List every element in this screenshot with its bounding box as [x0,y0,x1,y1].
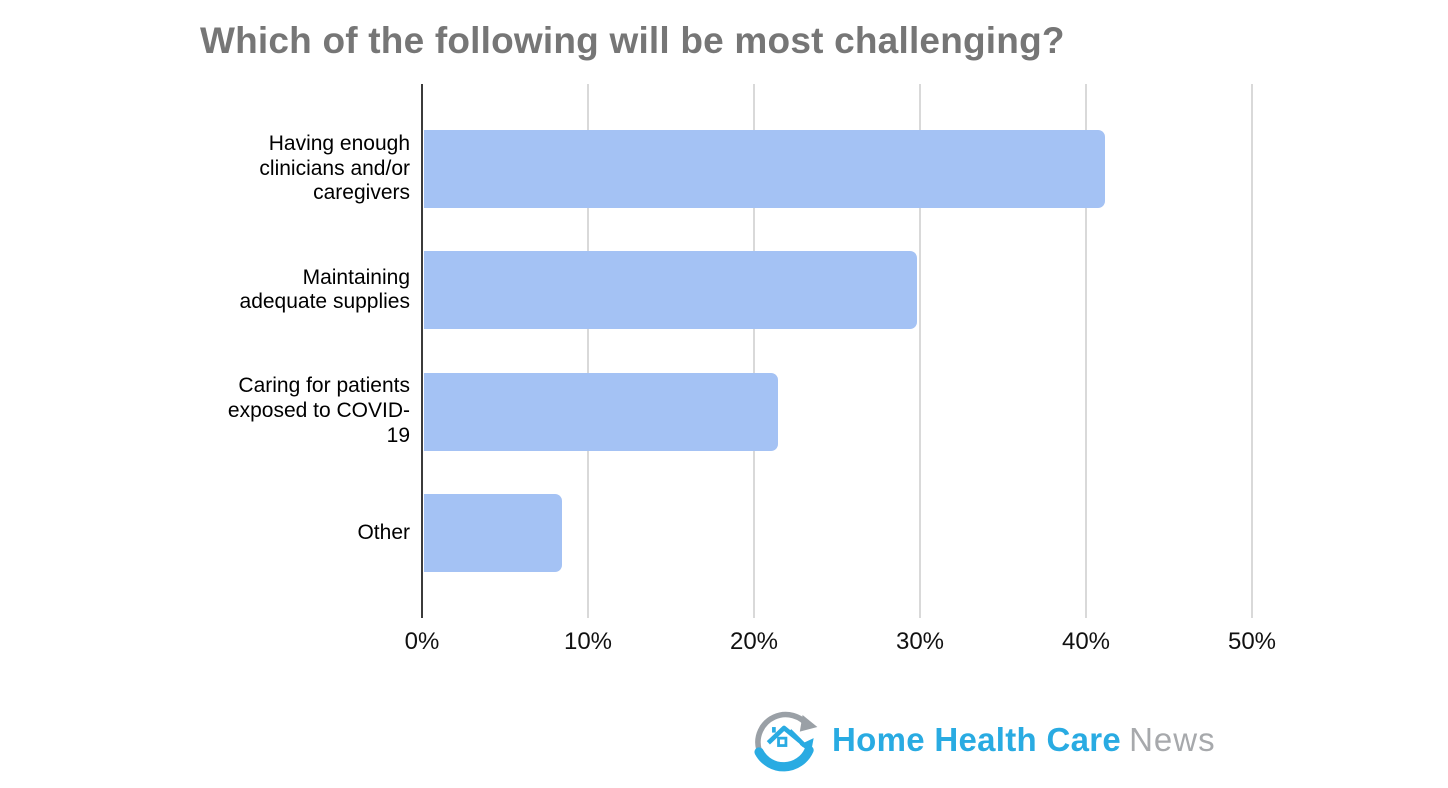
x-axis-tick-label: 0% [404,628,440,655]
chart-title: Which of the following will be most chal… [200,20,1065,61]
bar [424,251,918,330]
gridline [1085,84,1087,618]
gridline [1251,84,1253,618]
category-label: Maintaining adequate supplies [239,265,410,314]
x-axis-tick-label: 20% [729,628,779,655]
house-with-circular-arrows-icon [754,711,818,772]
x-axis-tick-label: 40% [1061,628,1111,655]
category-label: Caring for patients exposed to COVID-19 [227,374,410,447]
logo-text-primary: Home Health Care [832,721,1122,758]
y-axis-line [421,84,423,618]
logo-text-secondary: News [1129,721,1216,758]
bar [424,372,778,451]
gridline [919,84,921,618]
x-axis-tick-label: 50% [1227,628,1277,655]
bar [424,493,562,572]
category-label: Having enough clinicians and/or caregive… [259,131,410,205]
logo-text: Home Health Care News [832,721,1216,759]
brand-logo: Home Health Care News [748,703,1216,777]
category-label: Other [357,520,410,544]
plot-area: 0% 10% 20% 30% 40% 50% Having enough clinician… [228,84,1335,655]
gridline [753,84,755,618]
gridline [587,84,589,618]
x-axis-tick-label: 30% [895,628,945,655]
x-axis-tick-label: 10% [563,628,613,655]
bar [424,130,1105,208]
